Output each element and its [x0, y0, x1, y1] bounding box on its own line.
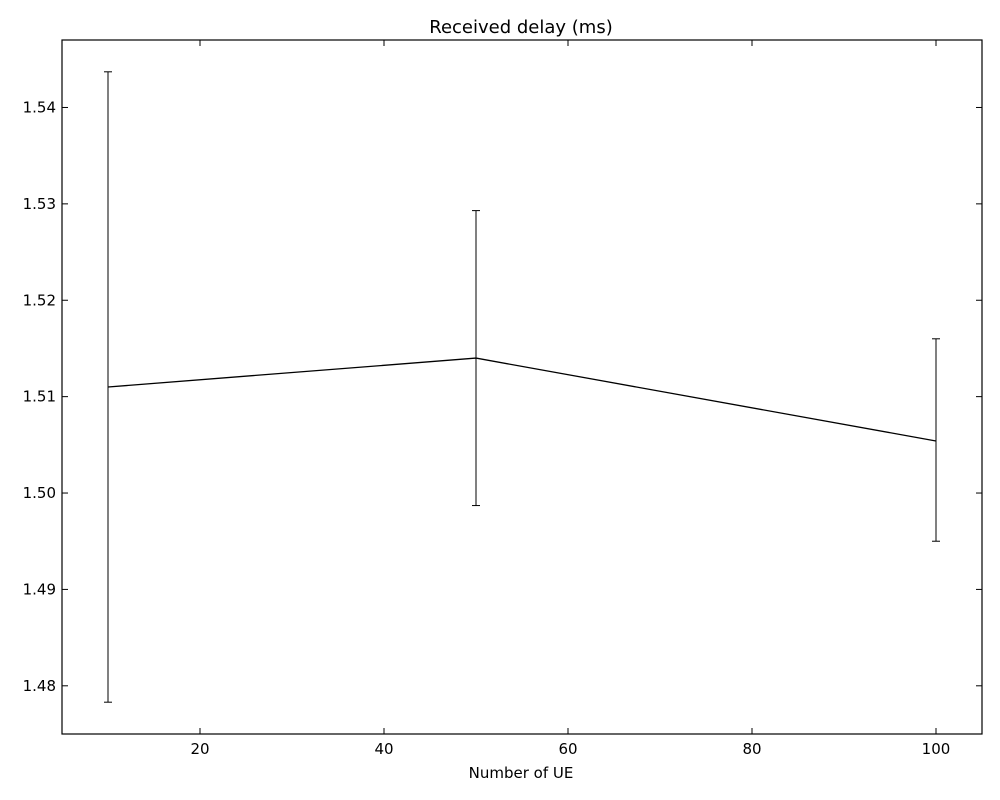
x-tick-label: 80 [742, 740, 761, 758]
axis-ticks: 20 40 60 80 100 1.48 1.49 1.50 1.51 1.52 1.53 1.54 [23, 40, 982, 758]
y-tick-label: 1.51 [23, 388, 56, 406]
y-tick-label: 1.50 [23, 484, 56, 502]
x-tick-label: 100 [922, 740, 951, 758]
y-tick-label: 1.48 [23, 677, 56, 695]
error-bar [472, 210, 480, 507]
series-layer [104, 71, 940, 703]
x-axis-label: Number of UE [469, 764, 574, 782]
error-bar [932, 338, 940, 542]
error-bar [104, 71, 112, 703]
chart-title: Received delay (ms) [429, 17, 612, 38]
plot-area [61, 39, 983, 735]
y-tick-label: 1.49 [23, 580, 56, 598]
y-tick-label: 1.52 [23, 291, 56, 309]
y-tick-label: 1.53 [23, 195, 56, 213]
x-tick-label: 40 [374, 740, 393, 758]
x-tick-label: 60 [558, 740, 577, 758]
x-tick-label: 20 [190, 740, 209, 758]
series-line [107, 357, 937, 442]
plot-frame [61, 39, 983, 735]
y-tick-label: 1.54 [23, 98, 56, 116]
